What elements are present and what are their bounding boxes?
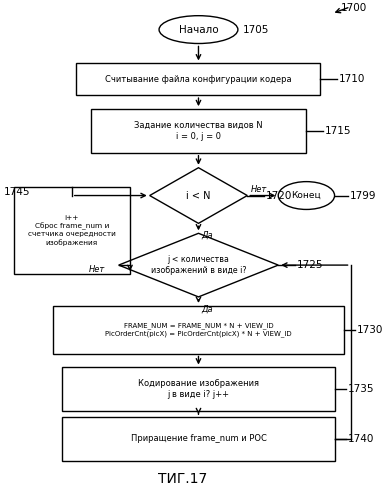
Bar [91, 109, 306, 153]
Text: 1735: 1735 [348, 384, 374, 394]
Text: j < количества
изображений в виде i?: j < количества изображений в виде i? [151, 255, 246, 275]
Text: Нет: Нет [251, 185, 267, 194]
Text: 1745: 1745 [4, 186, 31, 196]
Bar [63, 368, 335, 411]
Bar [63, 417, 335, 461]
Text: 1740: 1740 [348, 434, 374, 444]
Text: 1705: 1705 [242, 24, 269, 34]
Text: 1710: 1710 [339, 74, 366, 85]
Text: i++
Сброс frame_num и
счетчика очередности
изображения: i++ Сброс frame_num и счетчика очереднос… [28, 214, 116, 246]
Text: Считывание файла конфигурации кодера: Считывание файла конфигурации кодера [105, 75, 292, 84]
Text: 1700: 1700 [341, 2, 367, 12]
Text: 1730: 1730 [357, 324, 383, 334]
Text: 1725: 1725 [297, 260, 323, 270]
Text: 1720: 1720 [266, 190, 293, 200]
Text: Да: Да [201, 304, 213, 314]
Text: FRAME_NUM = FRAME_NUM * N + VIEW_ID
PicOrderCnt(picX) = PicOrderCnt(picX) * N + : FRAME_NUM = FRAME_NUM * N + VIEW_ID PicO… [105, 322, 292, 337]
Text: Задание количества видов N
i = 0, j = 0: Задание количества видов N i = 0, j = 0 [134, 121, 263, 141]
Text: Конец: Конец [291, 191, 321, 200]
Text: Да: Да [201, 231, 213, 240]
Text: Начало: Начало [179, 24, 218, 34]
Text: Приращение frame_num и POC: Приращение frame_num и POC [130, 434, 266, 444]
Bar [53, 306, 344, 354]
Text: i < N: i < N [186, 190, 211, 200]
Text: Кодирование изображения
j в виде i? j++: Кодирование изображения j в виде i? j++ [138, 380, 259, 400]
Text: Нет: Нет [89, 264, 105, 274]
Bar [14, 186, 130, 274]
Text: 1799: 1799 [350, 190, 376, 200]
Text: ΤИГ.17: ΤИГ.17 [158, 472, 207, 486]
Text: 1715: 1715 [325, 126, 352, 136]
Bar [76, 64, 320, 95]
